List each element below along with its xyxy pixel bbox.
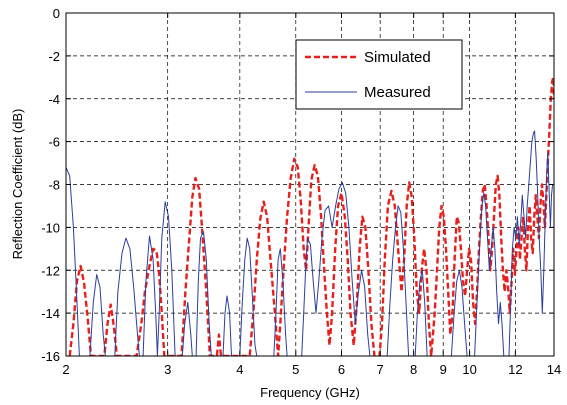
x-tick-label: 4 — [236, 362, 243, 377]
y-tick-label: -10 — [41, 220, 60, 235]
x-tick-label: 3 — [164, 362, 171, 377]
x-tick-label: 10 — [462, 362, 476, 377]
x-tick-label: 9 — [440, 362, 447, 377]
series-line-measured — [66, 130, 554, 356]
x-tick-label: 12 — [508, 362, 522, 377]
series-group — [66, 76, 554, 356]
y-tick-label: -12 — [41, 263, 60, 278]
y-axis-label: Reflection Coefficient (dB) — [10, 109, 25, 260]
x-tick-label: 8 — [410, 362, 417, 377]
legend: Simulated Measured — [295, 39, 463, 110]
y-tick-label: -14 — [41, 306, 60, 321]
x-tick-label: 14 — [547, 362, 561, 377]
series-line-simulated — [68, 76, 554, 356]
legend-box — [295, 39, 463, 110]
y-tick-label: -6 — [48, 135, 60, 150]
x-tick-label: 7 — [377, 362, 384, 377]
y-tick-labels: 0 -2 -4 -6 -8 -10 -12 -14 -16 — [41, 6, 60, 364]
legend-label-simulated: Simulated — [364, 49, 431, 66]
y-tick-label: 0 — [53, 6, 60, 21]
y-tick-label: -16 — [41, 349, 60, 364]
x-tick-label: 5 — [292, 362, 299, 377]
x-axis-label: Frequency (GHz) — [260, 385, 360, 400]
x-tick-labels: 2 3 4 5 6 7 8 9 10 12 14 — [62, 362, 561, 377]
ticks — [65, 12, 555, 357]
y-tick-label: -8 — [48, 178, 60, 193]
legend-label-measured: Measured — [364, 84, 431, 101]
x-tick-label: 6 — [338, 362, 345, 377]
y-tick-label: -2 — [48, 49, 60, 64]
y-tick-label: -4 — [48, 92, 60, 107]
x-tick-label: 2 — [62, 362, 69, 377]
